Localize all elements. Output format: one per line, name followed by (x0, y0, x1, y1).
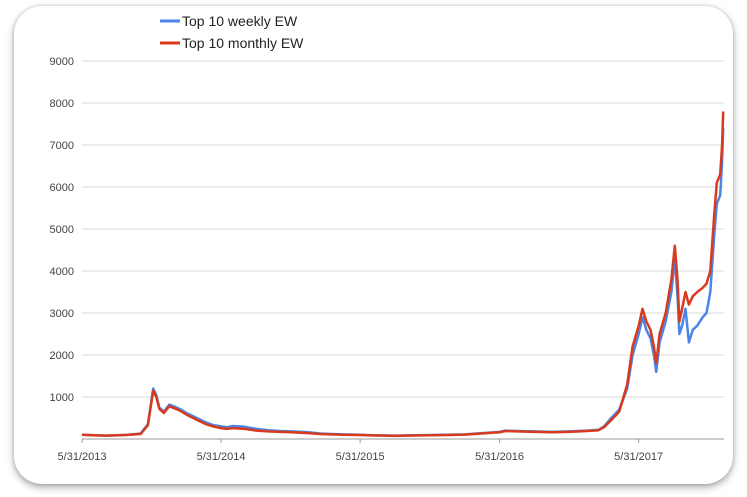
y-tick-label: 9000 (50, 56, 74, 68)
x-tick-label: 5/31/2015 (336, 451, 385, 463)
x-tick-label: 5/31/2014 (197, 451, 246, 463)
gridlines (82, 60, 724, 398)
y-tick-label: 4000 (50, 266, 74, 278)
y-axis-ticks: 1000 2000 3000 4000 5000 6000 7000 8000 9000 (50, 56, 74, 404)
series-line-monthly (81, 111, 725, 438)
series-line-weekly (81, 128, 725, 437)
y-tick-label: 8000 (50, 98, 74, 110)
x-axis-ticks: 5/31/2013 5/31/2014 5/31/2015 5/31/2016 5/31… (58, 439, 663, 463)
x-tick-label: 5/31/2016 (475, 451, 524, 463)
y-tick-label: 1000 (50, 392, 74, 404)
y-tick-label: 6000 (50, 182, 74, 194)
legend: Top 10 weekly EW Top 10 monthly EW (160, 13, 304, 51)
y-tick-label: 5000 (50, 224, 74, 236)
series-lines (81, 111, 725, 438)
legend-label-weekly: Top 10 weekly EW (182, 13, 298, 29)
chart-card (14, 6, 733, 484)
legend-label-monthly: Top 10 monthly EW (182, 35, 304, 51)
x-tick-label: 5/31/2013 (58, 451, 107, 463)
y-tick-label: 3000 (50, 308, 74, 320)
y-tick-label: 2000 (50, 350, 74, 362)
x-tick-label: 5/31/2017 (614, 451, 663, 463)
y-tick-label: 7000 (50, 140, 74, 152)
